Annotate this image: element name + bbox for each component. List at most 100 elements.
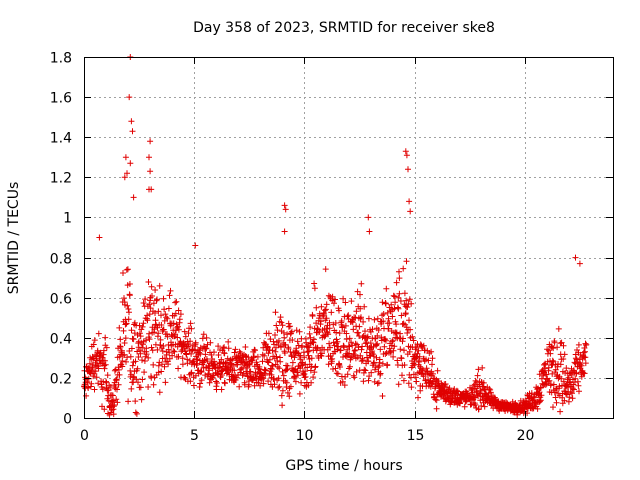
- data-point: [150, 300, 157, 307]
- data-point: [338, 318, 345, 324]
- data-point: [391, 293, 398, 300]
- data-point: [560, 378, 567, 385]
- data-point: [277, 358, 284, 365]
- data-point: [101, 357, 108, 364]
- data-point: [325, 331, 332, 338]
- data-point: [208, 352, 215, 358]
- data-point: [337, 364, 343, 370]
- data-point: [96, 234, 103, 241]
- data-point: [398, 355, 405, 362]
- data-point: [203, 334, 210, 341]
- data-point: [343, 330, 350, 337]
- data-point: [273, 353, 280, 360]
- data-point: [127, 353, 134, 360]
- data-point: [306, 330, 313, 337]
- y-tick-label: 0.8: [50, 252, 72, 268]
- data-point: [400, 335, 406, 342]
- data-point: [461, 403, 468, 410]
- data-point: [102, 334, 109, 341]
- data-point: [395, 294, 402, 301]
- data-point: [110, 397, 117, 404]
- data-point: [385, 325, 392, 332]
- data-point: [399, 372, 405, 379]
- data-point: [110, 411, 117, 418]
- data-point: [284, 389, 291, 396]
- data-point: [280, 372, 287, 379]
- data-point: [328, 309, 335, 316]
- data-point: [130, 336, 137, 343]
- y-tick-label: 1.2: [50, 171, 72, 187]
- data-point: [103, 379, 110, 386]
- data-point: [479, 364, 486, 371]
- data-point: [266, 356, 273, 363]
- data-point: [410, 337, 417, 344]
- data-point: [350, 326, 357, 333]
- data-point: [310, 336, 317, 343]
- data-point: [128, 345, 135, 352]
- data-point: [285, 323, 292, 330]
- data-point: [362, 367, 369, 374]
- data-point: [372, 366, 378, 373]
- data-point: [154, 346, 161, 353]
- data-point: [246, 381, 252, 388]
- data-point: [325, 361, 332, 368]
- data-point: [379, 360, 386, 367]
- data-point: [101, 406, 108, 413]
- data-point: [157, 336, 164, 343]
- data-point: [425, 357, 432, 364]
- data-point: [267, 336, 274, 343]
- data-point: [316, 328, 323, 335]
- data-point: [177, 338, 184, 345]
- data-point: [325, 292, 332, 299]
- data-point: [160, 326, 167, 333]
- data-point: [275, 337, 282, 344]
- data-point: [167, 287, 174, 294]
- data-point: [110, 403, 117, 410]
- data-point: [392, 299, 399, 306]
- data-point: [283, 379, 290, 386]
- data-point: [301, 354, 308, 361]
- data-point: [148, 186, 155, 193]
- data-point: [358, 346, 365, 353]
- data-point: [225, 345, 232, 352]
- data-point: [374, 332, 381, 339]
- data-point: [192, 242, 199, 249]
- data-point: [365, 377, 372, 384]
- data-point: [151, 326, 158, 333]
- data-point: [379, 393, 386, 399]
- data-point: [308, 379, 315, 386]
- data-point: [120, 270, 126, 276]
- data-point: [393, 279, 400, 286]
- data-point: [472, 401, 479, 408]
- data-point: [353, 368, 360, 375]
- data-point: [118, 347, 125, 354]
- data-point: [380, 318, 387, 325]
- data-point: [207, 339, 214, 346]
- data-point: [146, 336, 153, 343]
- data-point: [135, 344, 142, 351]
- data-point: [339, 378, 346, 385]
- data-point: [376, 356, 383, 363]
- data-point: [142, 353, 149, 360]
- data-point: [279, 368, 286, 375]
- data-point: [225, 338, 232, 345]
- data-point: [413, 378, 420, 385]
- data-point: [170, 348, 177, 354]
- data-point: [566, 394, 573, 401]
- data-point: [307, 367, 314, 374]
- data-point: [275, 375, 282, 382]
- data-point: [242, 353, 249, 359]
- data-point: [124, 354, 131, 361]
- data-point: [570, 386, 577, 393]
- data-point: [534, 405, 541, 412]
- data-point: [355, 329, 362, 336]
- data-point: [531, 394, 538, 401]
- data-point: [386, 320, 393, 327]
- data-point: [395, 305, 402, 312]
- data-point: [395, 381, 402, 388]
- data-point: [434, 367, 441, 374]
- y-tick-label: 1.6: [50, 91, 72, 107]
- data-point: [188, 350, 195, 357]
- data-point: [170, 320, 177, 327]
- data-point: [121, 340, 128, 346]
